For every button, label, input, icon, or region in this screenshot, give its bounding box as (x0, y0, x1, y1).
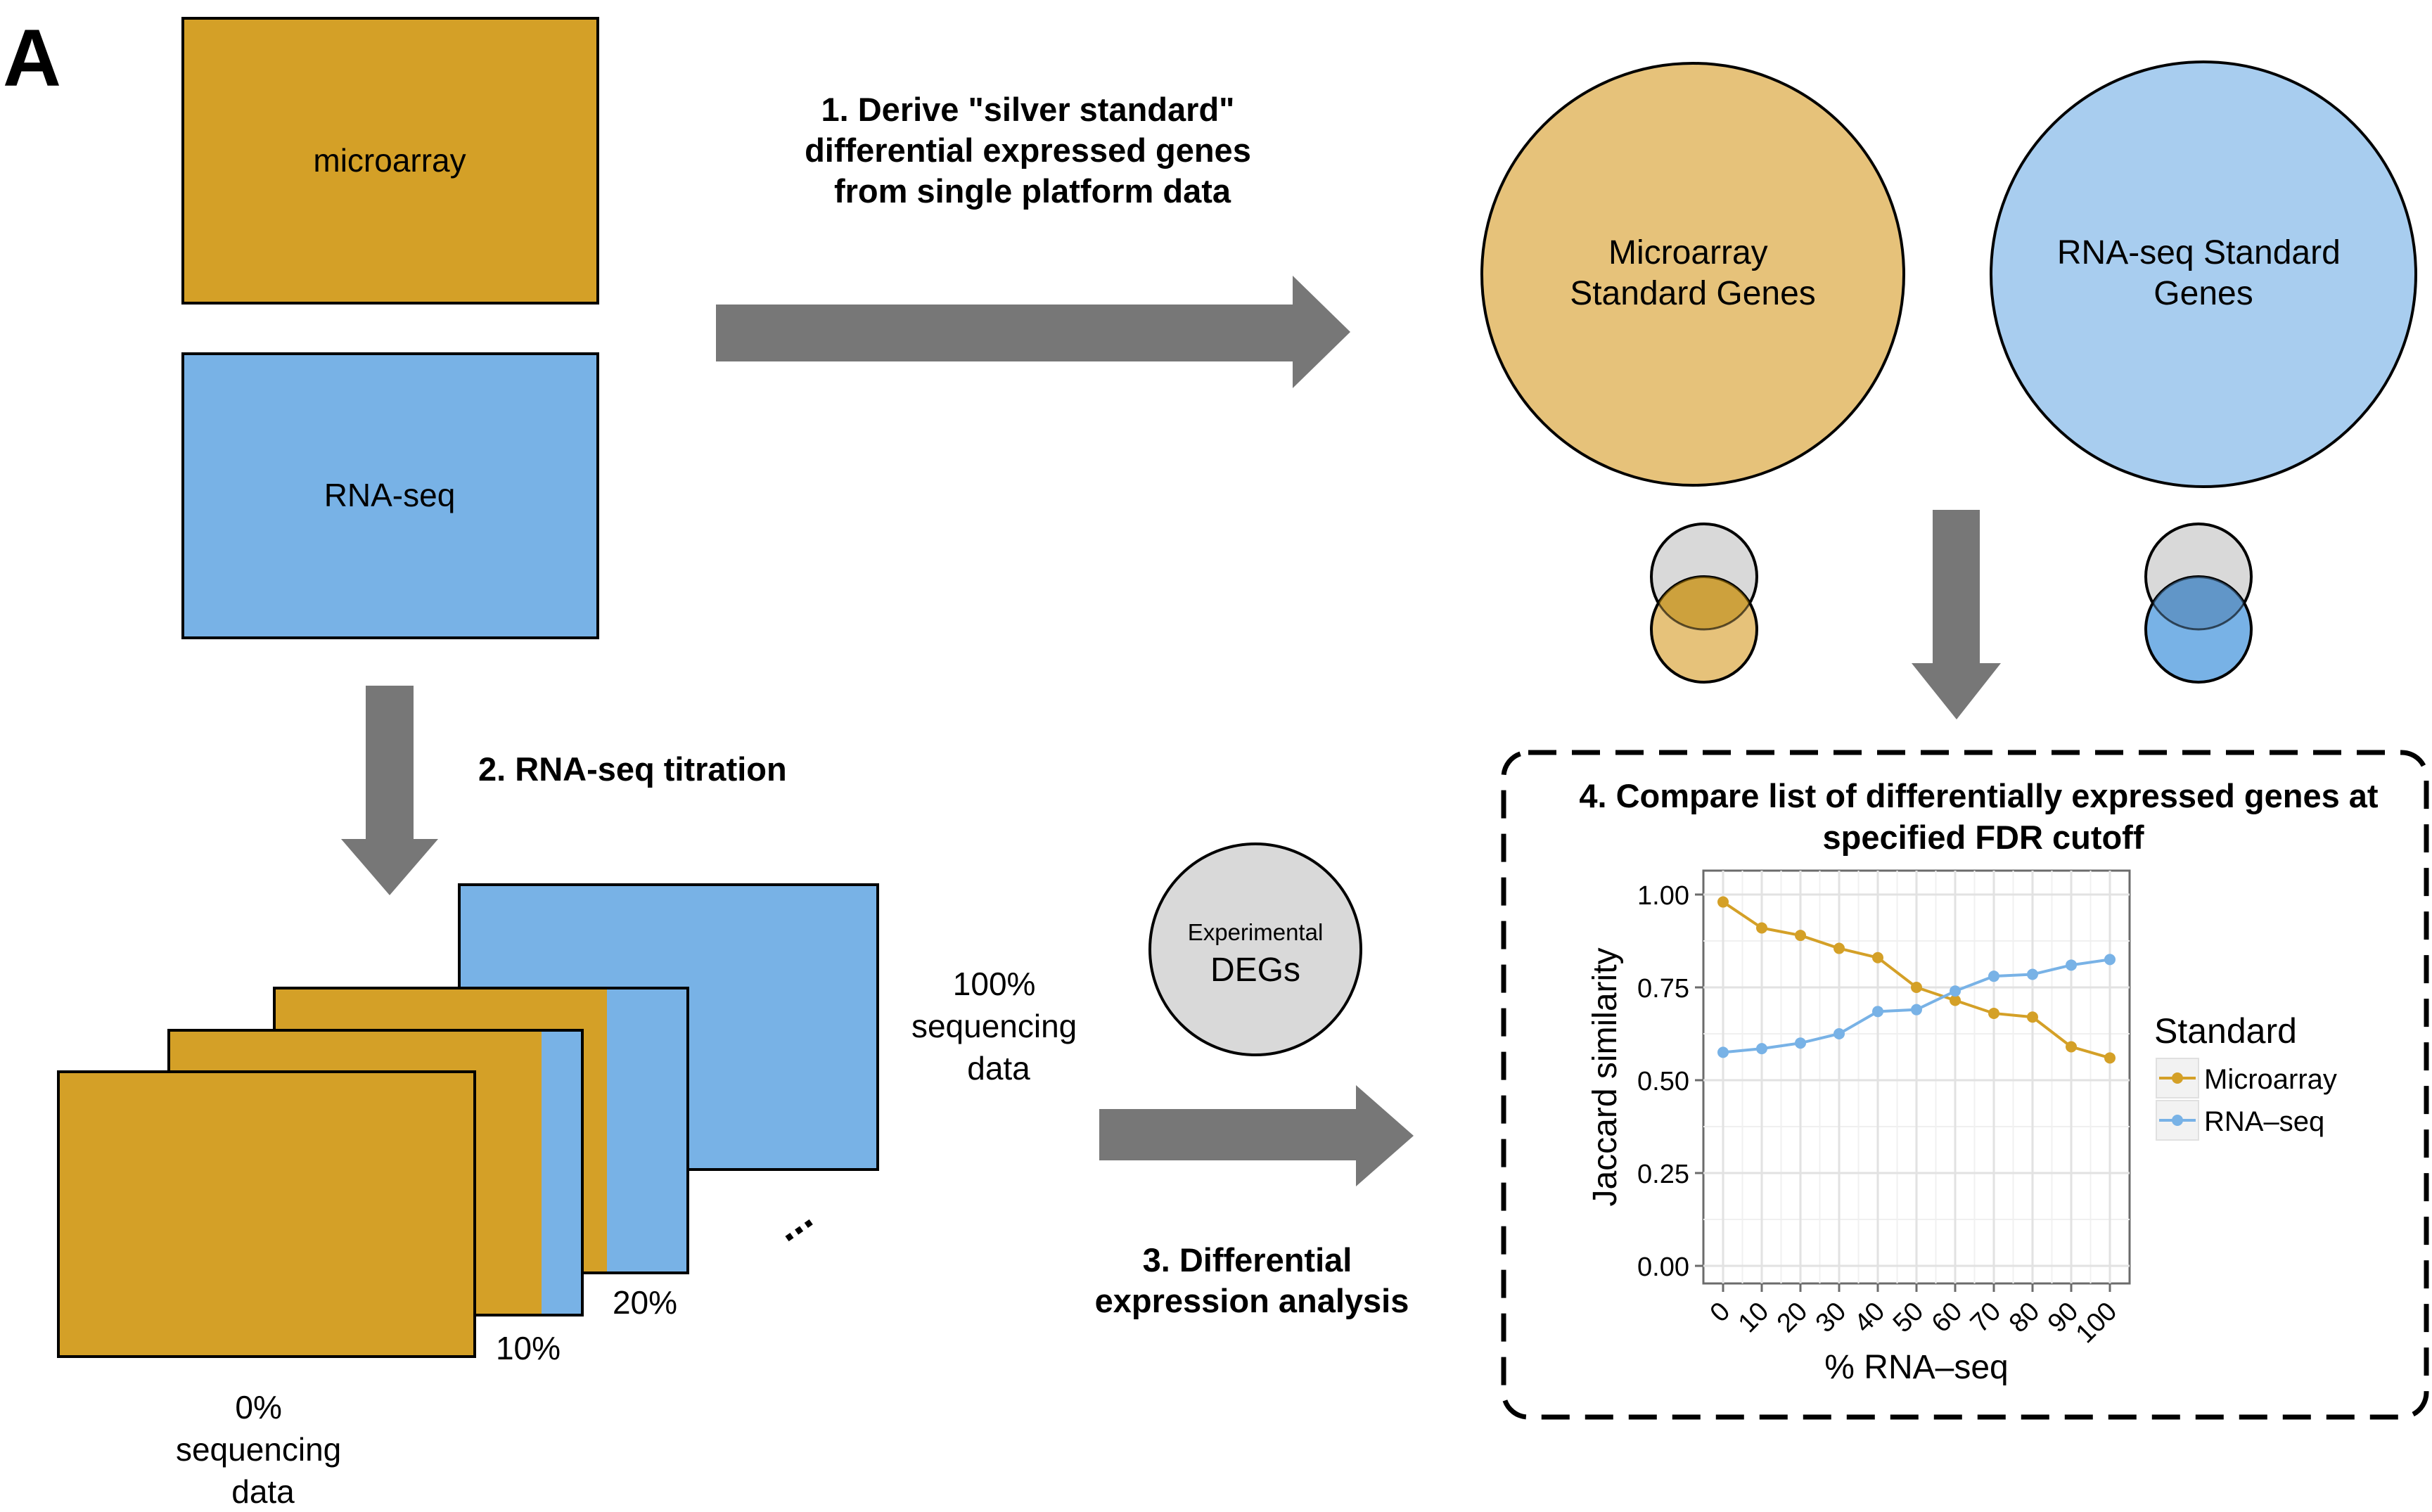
step4-text: 4. Compare list of differentially expres… (1579, 777, 2387, 856)
legend-key-point (2172, 1072, 2183, 1084)
chart-x-tick-label: 80 (2004, 1297, 2046, 1339)
compare-panel (1501, 750, 2429, 1420)
rnaseq-standard-line-1: RNA-seq Standard (2057, 234, 2341, 271)
series-1-point (1950, 985, 1961, 997)
legend-label: Microarray (2204, 1064, 2337, 1095)
rnaseq-standard-label: RNA-seq Standard Genes (2057, 234, 2350, 312)
chart-y-tick-label: 0.25 (1637, 1160, 1689, 1189)
experimental-degs-circle (1148, 843, 1362, 1056)
chart-y-tick-labels: 0.00 0.25 0.50 0.75 1.00 (1637, 881, 1703, 1282)
series-0-point (1988, 1007, 1999, 1019)
degs-label: DEGs (1210, 952, 1300, 989)
step1-text: 1. Derive "silver standard" differential… (805, 91, 1260, 210)
jaccard-chart: 0.000.250.500.751.00 0102030405060708090… (1587, 869, 2337, 1386)
series-1-point (2104, 954, 2116, 966)
chart-y-tick-label: 1.00 (1637, 881, 1689, 911)
label-100-line-2: sequencing (911, 1008, 1077, 1044)
chart-y-tick-label: 0.75 (1637, 974, 1689, 1004)
series-1-point (1717, 1046, 1729, 1058)
series-0-point (1950, 994, 1961, 1006)
chart-series (1717, 896, 2116, 1064)
microarray-standard-line-1: Microarray (1608, 234, 1768, 271)
series-1-point (2066, 959, 2077, 971)
step4-line-1: 4. Compare list of differentially expres… (1579, 777, 2379, 814)
series-0-point (1717, 896, 1729, 908)
series-0-point (2027, 1011, 2038, 1023)
series-1-point (1795, 1037, 1806, 1049)
titration-label-20: 20% (613, 1284, 677, 1321)
chart-x-tick-label: 60 (1926, 1297, 1969, 1339)
arrow-derive-standard (716, 276, 1350, 388)
step1-line-3: from single platform data (834, 172, 1231, 210)
chart-grid (1702, 869, 2131, 1285)
series-1-point (1988, 970, 1999, 982)
step1-line-1: 1. Derive "silver standard" (821, 91, 1234, 128)
chart-x-tick-label: 0 (1705, 1297, 1736, 1328)
legend-key-point (2172, 1115, 2183, 1126)
series-1-point (2027, 968, 2038, 980)
step3-text: 3. Differential expression analysis (1095, 1241, 1409, 1319)
microarray-box-label: microarray (313, 142, 466, 179)
label-0-line-3: data (231, 1473, 295, 1510)
microarray-standard-circle (1480, 62, 1905, 487)
rnaseq-box-label: RNA-seq (324, 477, 456, 513)
series-1-point (1911, 1004, 1922, 1016)
titration-stack (57, 883, 879, 1358)
step3-line-2: expression analysis (1095, 1282, 1409, 1319)
chart-y-tick-label: 0.00 (1637, 1252, 1689, 1282)
series-0-point (2066, 1041, 2077, 1053)
series-0-point (1911, 982, 1922, 993)
chart-x-tick-label: 10 (1733, 1297, 1775, 1339)
step2-text: 2. RNA-seq titration (478, 750, 787, 788)
venn-rnaseq-overlap (2144, 523, 2253, 684)
series-1-point (1756, 1043, 1767, 1055)
arrow-differential-expression (1099, 1085, 1414, 1186)
titration-layer-0 (57, 1070, 476, 1358)
rnaseq-standard-line-2: Genes (2153, 275, 2253, 312)
chart-x-tick-label: 50 (1888, 1297, 1930, 1339)
legend-title: Standard (2154, 1011, 2297, 1051)
arrow-compare-down (1912, 510, 2001, 719)
legend-label: RNA–seq (2204, 1106, 2324, 1137)
chart-legend: Standard Microarray RNA–seq (2154, 1011, 2337, 1141)
chart-y-tick-label: 0.50 (1637, 1067, 1689, 1096)
chart-x-tick-label: 100 (2071, 1297, 2123, 1350)
chart-x-tick-label: 30 (1810, 1297, 1852, 1339)
arrow-titration-down (341, 686, 438, 895)
step3-line-1: 3. Differential (1143, 1241, 1352, 1279)
microarray-standard-line-2: Standard Genes (1570, 275, 1816, 312)
series-0-point (1756, 922, 1767, 934)
label-0-line-2: sequencing (176, 1431, 341, 1468)
series-0-point (2104, 1052, 2116, 1064)
label-100-line-1: 100% (953, 966, 1036, 1002)
titration-label-100: 100% sequencing data (911, 966, 1086, 1087)
experimental-label: Experimental (1188, 919, 1324, 945)
microarray-box (181, 17, 599, 305)
titration-label-0: 0% sequencing data (176, 1389, 350, 1510)
titration-ellipsis: ... (764, 1192, 820, 1251)
chart-x-axis-label: % RNA–seq (1824, 1349, 2008, 1386)
rnaseq-standard-circle (1990, 60, 2417, 488)
chart-x-tick-label: 70 (1965, 1297, 2007, 1339)
chart-x-tick-label: 20 (1772, 1297, 1814, 1339)
step4-line-2: specified FDR cutoff (1823, 819, 2144, 856)
chart-x-tick-label: 40 (1849, 1297, 1891, 1339)
chart-y-axis-label: Jaccard similarity (1587, 947, 1624, 1206)
step1-line-2: differential expressed genes (805, 132, 1251, 169)
series-1-point (1833, 1028, 1845, 1039)
series-1-point (1872, 1006, 1883, 1018)
venn-microarray-overlap (1650, 523, 1758, 684)
series-0-point (1795, 930, 1806, 942)
rnaseq-box (181, 352, 599, 639)
label-100-line-3: data (967, 1050, 1030, 1087)
microarray-standard-label: Microarray Standard Genes (1570, 234, 1816, 312)
series-0-point (1872, 952, 1883, 963)
panel-letter: A (3, 13, 61, 103)
titration-label-10: 10% (496, 1330, 561, 1366)
label-0-line-1: 0% (235, 1389, 281, 1425)
series-0-point (1833, 942, 1845, 954)
